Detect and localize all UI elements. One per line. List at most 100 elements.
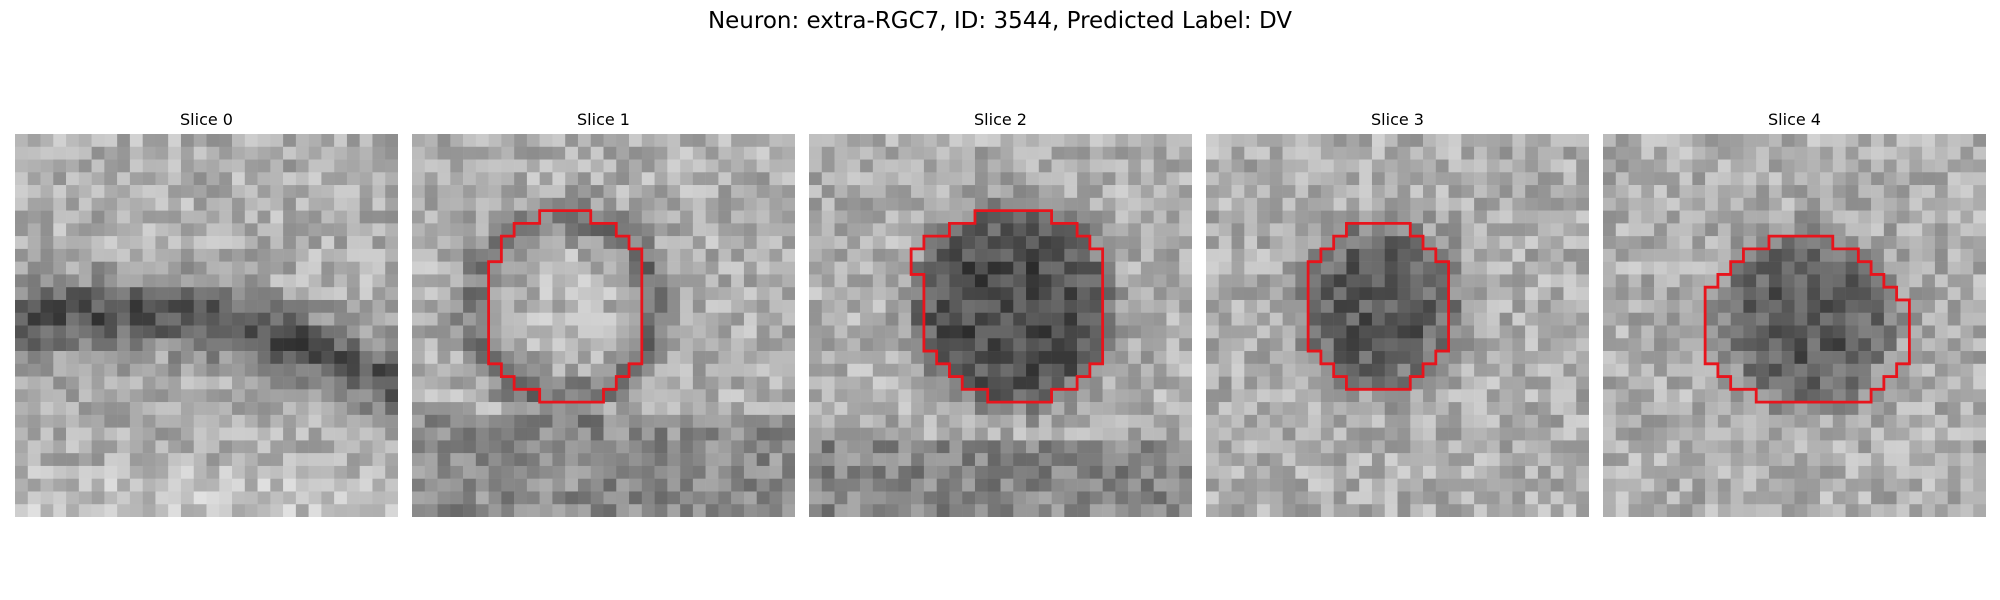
image-pixel bbox=[1102, 338, 1116, 352]
image-pixel bbox=[847, 427, 861, 441]
image-pixel bbox=[705, 465, 719, 479]
image-pixel bbox=[1269, 236, 1283, 250]
image-pixel bbox=[1179, 274, 1192, 288]
image-pixel bbox=[692, 299, 706, 313]
image-pixel bbox=[244, 236, 258, 250]
image-pixel bbox=[1384, 465, 1398, 479]
image-pixel bbox=[15, 236, 29, 250]
image-pixel bbox=[463, 261, 477, 275]
image-pixel bbox=[962, 363, 976, 377]
image-pixel bbox=[911, 261, 925, 275]
image-pixel bbox=[193, 402, 207, 416]
image-pixel bbox=[1128, 223, 1142, 237]
image-pixel bbox=[334, 172, 348, 186]
image-pixel bbox=[1269, 389, 1283, 403]
image-pixel bbox=[1705, 185, 1719, 199]
image-pixel bbox=[1244, 299, 1258, 313]
image-pixel bbox=[860, 491, 874, 505]
image-pixel bbox=[346, 351, 360, 365]
image-pixel bbox=[1743, 491, 1757, 505]
image-pixel bbox=[1512, 465, 1526, 479]
image-pixel bbox=[78, 389, 92, 403]
image-pixel bbox=[1820, 491, 1834, 505]
image-pixel bbox=[743, 427, 757, 441]
image-pixel bbox=[1947, 197, 1961, 211]
image-pixel bbox=[1781, 427, 1795, 441]
image-pixel bbox=[743, 210, 757, 224]
image-pixel bbox=[590, 338, 604, 352]
image-pixel bbox=[424, 248, 438, 262]
image-pixel bbox=[1474, 376, 1488, 390]
image-pixel bbox=[1140, 325, 1154, 339]
image-pixel bbox=[898, 261, 912, 275]
image-pixel bbox=[1563, 325, 1577, 339]
image-pixel bbox=[1115, 146, 1129, 160]
image-pixel bbox=[232, 325, 246, 339]
image-pixel bbox=[936, 261, 950, 275]
image-pixel bbox=[1128, 440, 1142, 454]
image-pixel bbox=[1858, 159, 1872, 173]
image-pixel bbox=[1064, 338, 1078, 352]
image-pixel bbox=[821, 274, 835, 288]
image-pixel bbox=[1641, 274, 1655, 288]
image-pixel bbox=[1000, 261, 1014, 275]
image-pixel bbox=[1947, 376, 1961, 390]
image-pixel bbox=[66, 223, 80, 237]
image-pixel bbox=[1257, 427, 1271, 441]
image-pixel bbox=[78, 465, 92, 479]
image-pixel bbox=[667, 134, 681, 148]
image-pixel bbox=[450, 363, 464, 377]
image-pixel bbox=[1550, 274, 1564, 288]
image-pixel bbox=[424, 287, 438, 301]
image-pixel bbox=[385, 185, 398, 199]
image-pixel bbox=[667, 376, 681, 390]
image-pixel bbox=[1499, 504, 1513, 517]
image-pixel bbox=[1654, 478, 1668, 492]
image-pixel bbox=[629, 210, 643, 224]
image-pixel bbox=[731, 414, 745, 428]
image-pixel bbox=[1525, 478, 1539, 492]
image-pixel bbox=[590, 172, 604, 186]
image-pixel bbox=[1166, 376, 1180, 390]
image-pixel bbox=[1346, 210, 1360, 224]
image-pixel bbox=[232, 223, 246, 237]
image-pixel bbox=[1166, 210, 1180, 224]
image-pixel bbox=[1397, 299, 1411, 313]
image-pixel bbox=[1666, 185, 1680, 199]
image-pixel bbox=[1603, 185, 1617, 199]
image-pixel bbox=[552, 287, 566, 301]
image-pixel bbox=[1179, 453, 1192, 467]
image-pixel bbox=[385, 491, 398, 505]
image-pixel bbox=[463, 159, 477, 173]
image-pixel bbox=[488, 223, 502, 237]
image-pixel bbox=[526, 453, 540, 467]
image-pixel bbox=[1371, 389, 1385, 403]
image-pixel bbox=[872, 274, 886, 288]
image-pixel bbox=[372, 325, 386, 339]
image-pixel bbox=[1384, 402, 1398, 416]
image-pixel bbox=[1295, 197, 1309, 211]
image-pixel bbox=[769, 185, 783, 199]
image-pixel bbox=[526, 159, 540, 173]
image-pixel bbox=[168, 223, 182, 237]
image-pixel bbox=[1871, 185, 1885, 199]
image-pixel bbox=[295, 453, 309, 467]
image-pixel bbox=[705, 440, 719, 454]
image-pixel bbox=[1973, 389, 1986, 403]
image-pixel bbox=[1654, 351, 1668, 365]
image-pixel bbox=[743, 465, 757, 479]
image-pixel bbox=[1295, 465, 1309, 479]
image-pixel bbox=[565, 236, 579, 250]
image-pixel bbox=[1576, 363, 1589, 377]
image-pixel bbox=[1896, 146, 1910, 160]
image-pixel bbox=[705, 159, 719, 173]
image-pixel bbox=[1346, 465, 1360, 479]
image-pixel bbox=[692, 210, 706, 224]
image-pixel bbox=[244, 185, 258, 199]
image-pixel bbox=[1089, 134, 1103, 148]
image-pixel bbox=[219, 146, 233, 160]
image-pixel bbox=[257, 197, 271, 211]
image-pixel bbox=[885, 274, 899, 288]
image-pixel bbox=[1845, 440, 1859, 454]
image-pixel bbox=[1883, 402, 1897, 416]
